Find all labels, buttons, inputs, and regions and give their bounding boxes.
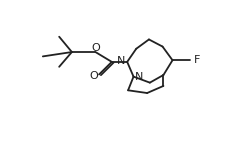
Text: N: N — [117, 56, 125, 66]
Text: O: O — [91, 43, 100, 53]
Text: F: F — [194, 55, 200, 65]
Text: O: O — [90, 71, 98, 81]
Text: N: N — [135, 72, 144, 82]
